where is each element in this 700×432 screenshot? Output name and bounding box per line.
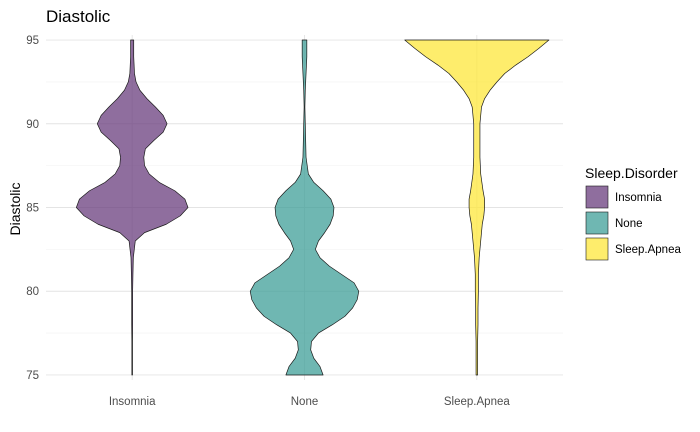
- legend-swatch-sleep-apnea: [585, 237, 609, 261]
- y-tick-label: 90: [26, 119, 39, 131]
- legend-swatch-insomnia: [585, 185, 609, 209]
- legend-label: None: [615, 218, 643, 230]
- legend-label: Insomnia: [615, 192, 662, 204]
- violin-none: [249, 39, 360, 376]
- legend-title: Sleep.Disorder: [585, 165, 678, 181]
- legend: Sleep.Disorder Insomnia None Sleep.Apnea: [585, 165, 681, 261]
- x-tick-label: Sleep.Apnea: [444, 396, 510, 408]
- violin-sleep-apnea: [404, 39, 550, 376]
- x-axis-ticks: Insomnia None Sleep.Apnea: [109, 396, 511, 408]
- y-axis-label: Diastolic: [7, 183, 23, 236]
- legend-swatch-none: [585, 211, 609, 235]
- y-axis-ticks: 75 80 85 90 95: [26, 35, 39, 382]
- y-tick-label: 85: [26, 203, 39, 215]
- x-tick-label: Insomnia: [109, 396, 156, 408]
- y-tick-label: 80: [26, 286, 39, 298]
- y-tick-label: 95: [26, 35, 39, 47]
- chart-title: Diastolic: [46, 7, 111, 26]
- violin-insomnia: [75, 39, 189, 376]
- legend-label: Sleep.Apnea: [615, 244, 681, 256]
- violin-plot-area: [75, 39, 550, 376]
- y-tick-label: 75: [26, 370, 39, 382]
- x-tick-label: None: [291, 396, 319, 408]
